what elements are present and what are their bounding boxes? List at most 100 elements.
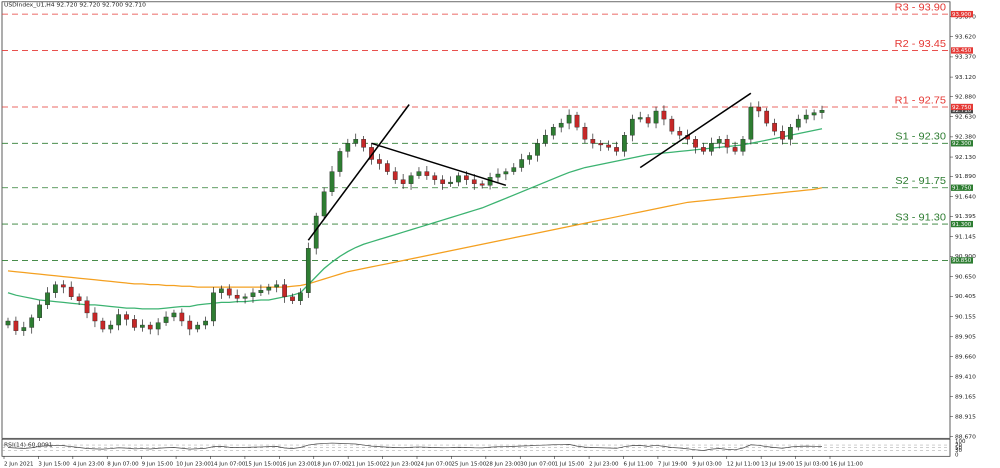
candle-body	[535, 143, 540, 156]
candle-body	[780, 131, 785, 140]
time-tick-label: 21 Jun 15:00	[348, 462, 383, 468]
time-tick-label: 30 Jun 07:00	[520, 462, 555, 468]
price-tick-label: 90.155	[955, 315, 976, 321]
chart-header: USDIndex_U1,H4 92.720 92.720 92.700 92.7…	[4, 3, 146, 9]
time-tick-label: 15 Jul 03:00	[796, 462, 829, 468]
candle-body	[503, 171, 509, 175]
time-tick-label: 16 Jul 11:00	[830, 462, 863, 468]
candle-body	[290, 296, 295, 301]
candle-body	[803, 114, 809, 120]
candle-body	[724, 139, 730, 148]
candle-body	[282, 284, 287, 297]
candle-body	[701, 147, 706, 152]
current-price-tag-text: 92.710	[952, 108, 971, 114]
candle-body	[5, 320, 11, 326]
candle-body	[464, 175, 469, 180]
time-tick-label: 4 Jun 23:00	[73, 462, 104, 468]
candle-body	[756, 106, 762, 112]
time-tick-label: 13 Jul 19:00	[761, 462, 794, 468]
candle-body	[76, 296, 82, 301]
candle-body	[471, 179, 477, 184]
level-price-tag-text-6: 90.850	[952, 258, 971, 264]
price-tick-label: 88.670	[955, 435, 976, 441]
level-price-tag-text-5: 91.300	[952, 222, 971, 228]
candle-body	[211, 292, 216, 322]
candle-body	[716, 139, 722, 144]
candle-body	[732, 147, 738, 152]
price-axis: 93.870 93.620 93.370 93.120 92.880 92.630 92.3…	[950, 15, 976, 441]
price-tick-label: 90.900	[955, 254, 976, 260]
level-price-tag-4	[951, 184, 973, 191]
candle-body	[92, 312, 98, 322]
time-tick-label: 2 Jun 2021	[4, 462, 34, 468]
level-price-tag-text-0: 93.900	[952, 12, 971, 18]
price-panel-frame	[1, 1, 951, 439]
candle-body	[661, 110, 667, 120]
time-tick-label: 25 Jun 15:00	[451, 462, 486, 468]
candle-body	[147, 324, 153, 330]
candle-body	[29, 317, 35, 328]
candle-body	[84, 300, 90, 314]
candle-body	[677, 131, 683, 136]
time-tick-label: 3 Jun 15:00	[38, 462, 69, 468]
moving-averages	[7, 128, 823, 310]
candle-body	[432, 175, 438, 180]
candle-body	[361, 139, 366, 148]
candlesticks	[5, 101, 825, 336]
candle-body	[53, 284, 58, 293]
candle-body	[811, 112, 817, 116]
rsi-tick-label: 70	[955, 443, 962, 449]
price-tick-label: 93.870	[955, 15, 976, 21]
candle-body	[598, 143, 604, 146]
rsi-tick-label: 50	[955, 446, 962, 452]
time-tick-label: 1 Jul 15:00	[555, 462, 584, 468]
candle-body	[629, 118, 635, 136]
candle-body	[139, 324, 145, 328]
candle-body	[416, 171, 422, 176]
level-price-tag-2	[951, 103, 973, 111]
level-price-tag-text-4: 91.750	[952, 186, 971, 192]
level-price-tag-1	[951, 47, 973, 54]
price-tick-label: 90.650	[955, 275, 976, 281]
candle-body	[298, 292, 303, 301]
time-tick-label: 9 Jun 15:00	[142, 462, 173, 468]
level-price-tag-text-2: 92.750	[952, 105, 971, 111]
time-tick-label: 16 Jun 23:00	[279, 462, 314, 468]
candle-body	[740, 139, 746, 152]
current-price-tag	[951, 107, 973, 114]
ma-slow-line	[7, 187, 823, 288]
candle-body	[68, 286, 74, 297]
price-tick-label: 88.915	[955, 415, 976, 421]
level-price-tag-3	[951, 140, 973, 147]
price-tick-label: 89.905	[955, 335, 976, 341]
candle-body	[495, 173, 501, 178]
trendlines	[307, 92, 752, 241]
candle-body	[132, 319, 137, 328]
candle-body	[163, 316, 169, 323]
candle-body	[669, 118, 675, 132]
price-tick-label: 89.660	[955, 355, 976, 361]
price-tick-label: 89.165	[955, 395, 976, 401]
candle-body	[100, 320, 106, 330]
candle-body	[574, 114, 580, 128]
rsi-tick-label: 100	[955, 439, 965, 445]
price-tick-label: 92.130	[955, 155, 976, 161]
price-tick-label: 92.630	[955, 115, 976, 121]
candle-body	[195, 324, 201, 330]
candle-body	[242, 296, 248, 299]
candle-body	[693, 139, 698, 148]
time-tick-label: 22 Jun 23:00	[383, 462, 418, 468]
time-tick-label: 6 Jul 11:00	[624, 462, 653, 468]
level-price-tag-5	[951, 220, 973, 228]
candle-body	[329, 171, 335, 192]
support-resistance-levels	[2, 13, 950, 261]
candle-body	[305, 248, 311, 293]
level-price-tag-0	[951, 10, 973, 18]
rsi-tick-label: 30	[955, 448, 962, 454]
candle-body	[709, 143, 714, 152]
candle-body	[788, 126, 793, 140]
candle-body	[377, 159, 382, 164]
candle-body	[479, 183, 485, 186]
candle-body	[511, 167, 517, 172]
